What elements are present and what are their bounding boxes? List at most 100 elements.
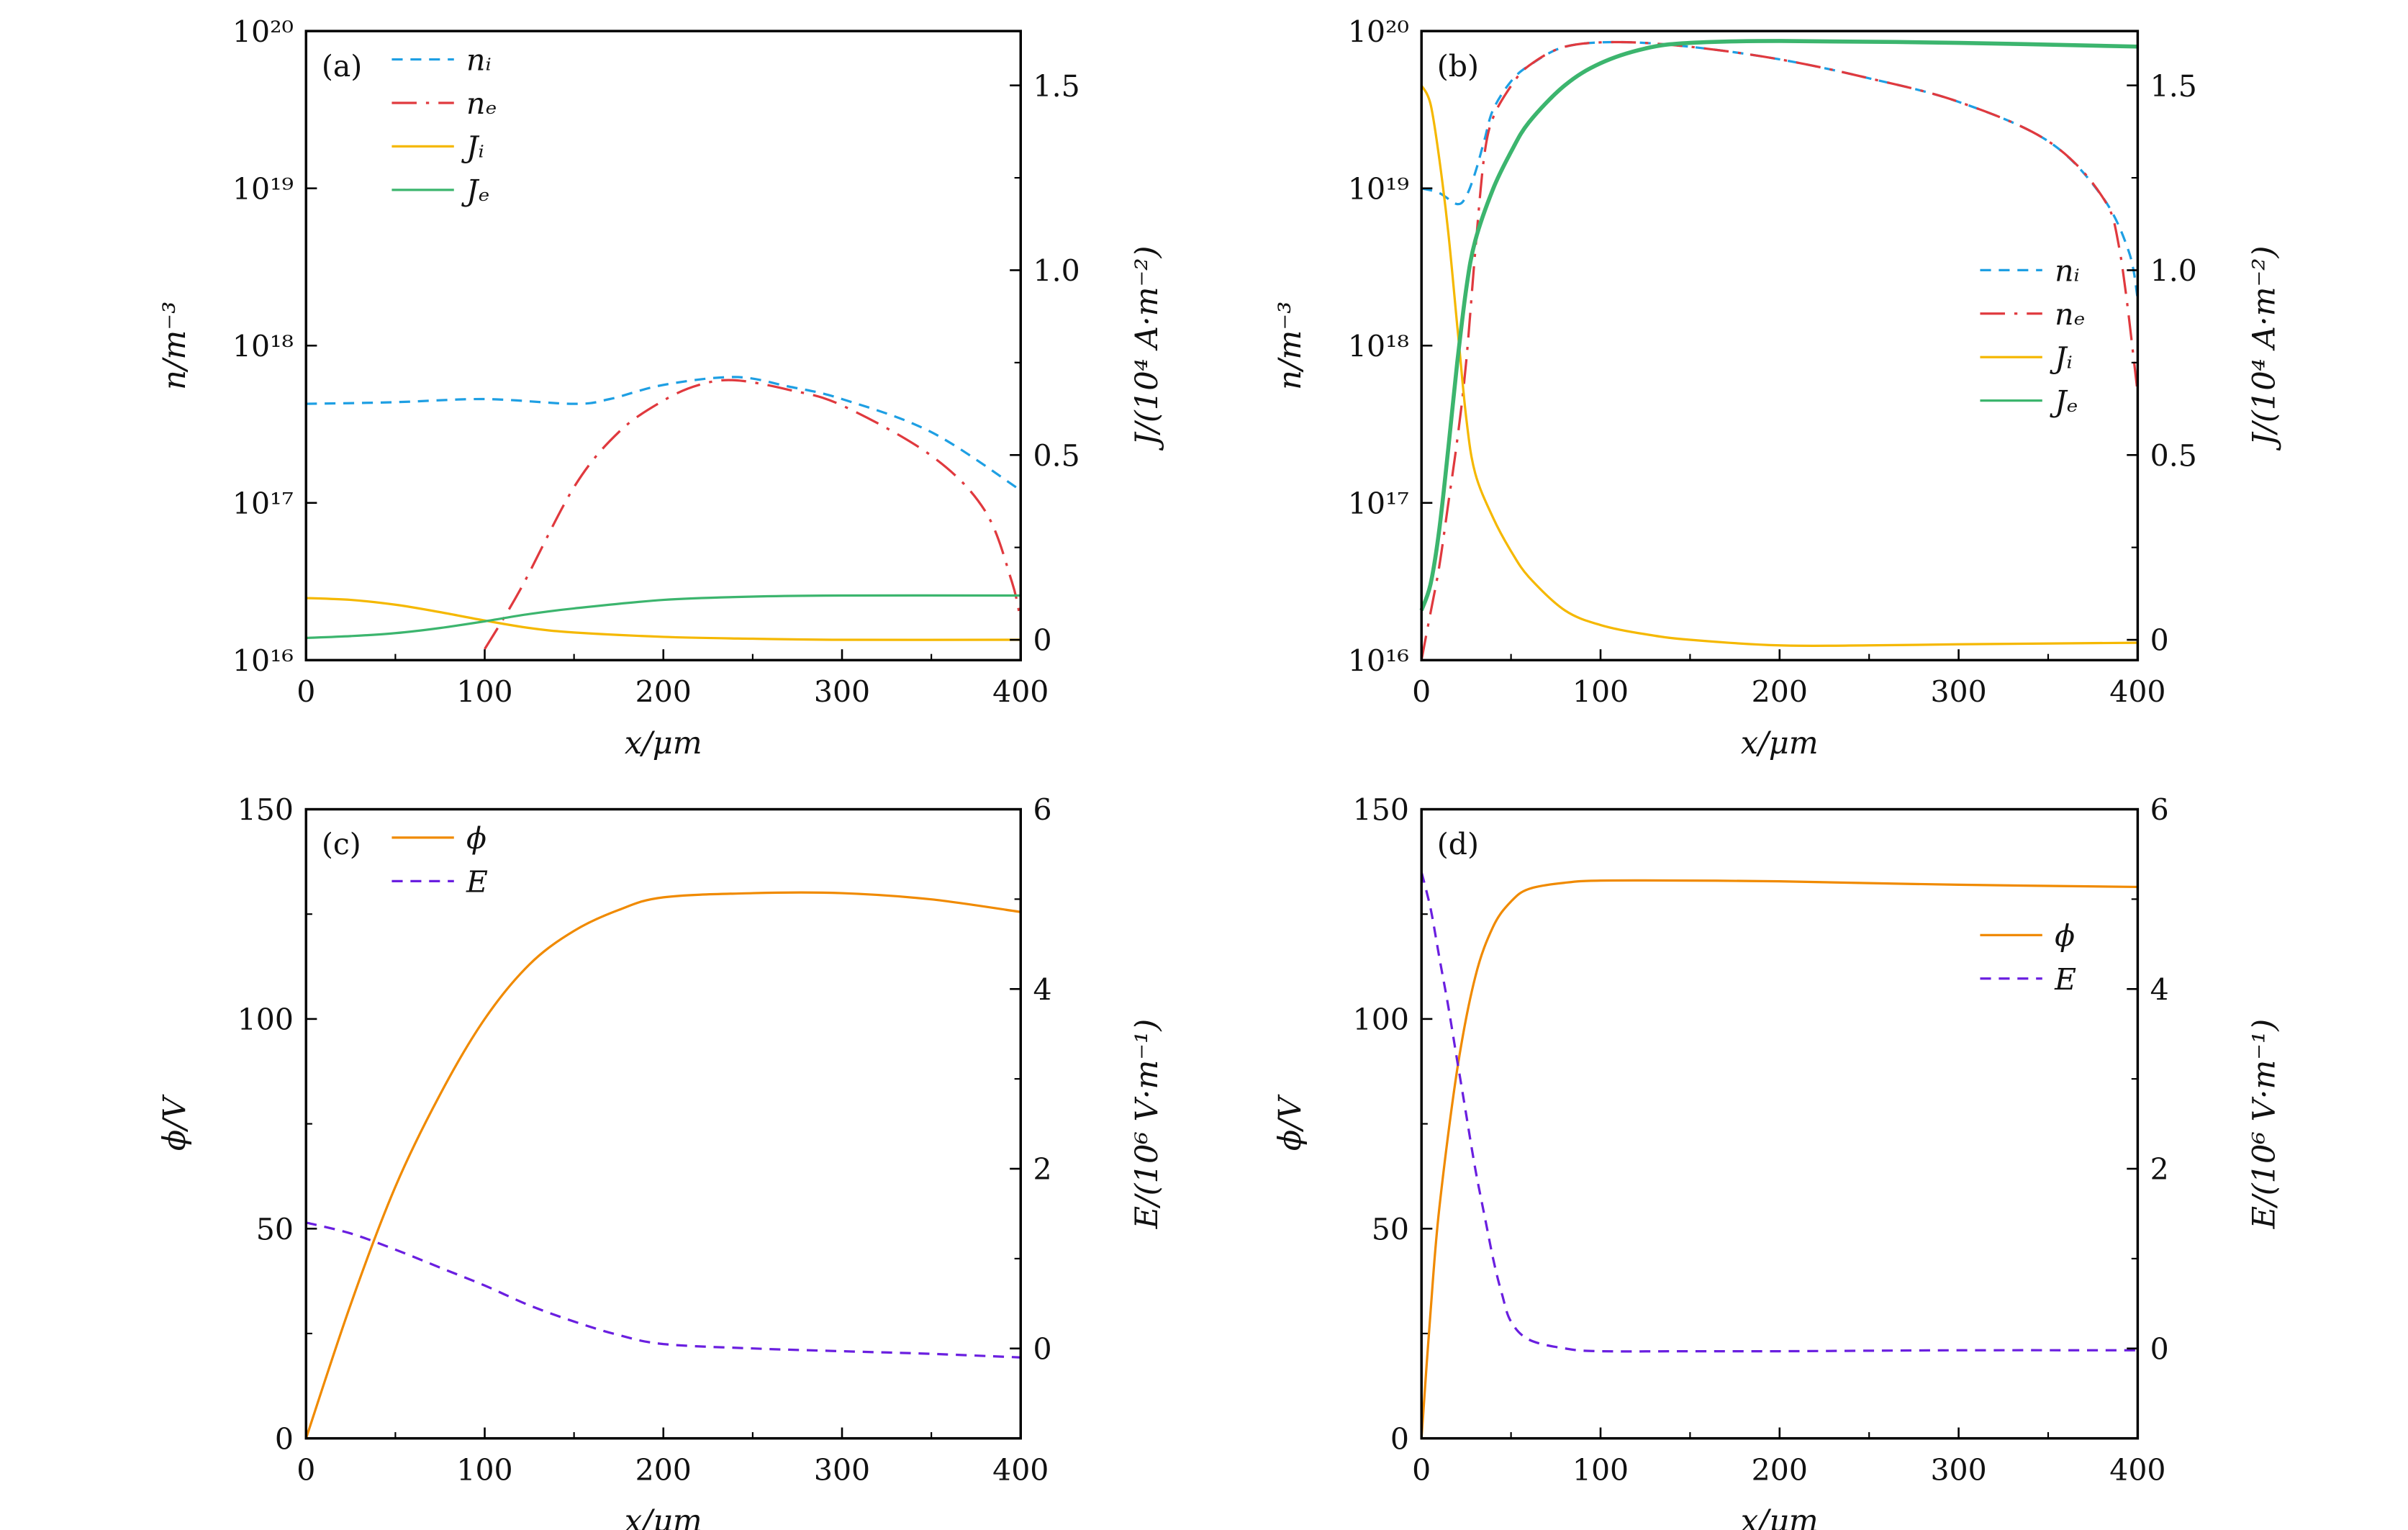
x-tick-label: 400: [2109, 1453, 2165, 1488]
y-tick-label: 10¹⁸: [1348, 329, 1409, 363]
y-tick-label: 10¹⁷: [1348, 486, 1409, 521]
y-tick-label: 100: [1353, 1002, 1409, 1037]
y-tick-label: 150: [237, 793, 294, 828]
legend-label: Jₑ: [461, 173, 489, 208]
legend: ϕE: [1980, 918, 2076, 997]
legend-label: Jᵢ: [461, 130, 484, 165]
y-tick-label: 50: [256, 1212, 294, 1246]
x-tick-label: 100: [456, 675, 512, 710]
y2-tick-label: 0: [1033, 623, 1052, 658]
y2-tick-label: 4: [2150, 972, 2169, 1007]
panel-label: (a): [322, 49, 362, 83]
x-axis-label: x/μm: [1741, 725, 1819, 761]
x-tick-label: 0: [297, 1453, 315, 1488]
y-tick-label: 10¹⁷: [232, 486, 294, 521]
legend-label: nᵢ: [2055, 253, 2080, 288]
x-axis-label: x/μm: [1741, 1503, 1819, 1530]
series-line-1: [1420, 872, 2138, 1353]
y2-axis-label: J/(10⁴ A·m⁻²): [2246, 246, 2282, 451]
series-line-0: [306, 376, 1022, 492]
x-tick-label: 200: [1752, 675, 1808, 710]
panel-d: 0 100 200 300 400 0 50 100 150 0 2 4 6 x/μm ϕ/V E/(10⁶ …: [1272, 793, 2283, 1530]
y2-tick-label: 2: [1033, 1152, 1052, 1187]
y2-tick-label: 1.0: [2150, 254, 2197, 289]
y2-tick-label: 1.5: [2150, 69, 2197, 104]
y-tick-label: 10¹⁹: [232, 172, 294, 207]
panel-label: (c): [322, 827, 361, 861]
series-line-3: [306, 594, 1021, 640]
legend-label: ϕ: [2055, 918, 2075, 953]
x-tick-label: 200: [635, 675, 692, 710]
x-tick-label: 100: [1572, 675, 1629, 710]
y2-tick-label: 6: [2150, 793, 2169, 828]
panel-a: 0 100 200 300 400 10¹⁶ 10¹⁷ 10¹⁸ 10¹⁹ 10²⁰ 0 0.5 1.0…: [157, 14, 1165, 761]
y2-axis-label: E/(10⁶ V·m⁻¹): [1129, 1019, 1165, 1230]
legend: nᵢ nₑ Jᵢ Jₑ: [391, 43, 497, 208]
x-axis-label: x/μm: [625, 725, 702, 761]
x-tick-label: 0: [1412, 675, 1431, 710]
y-tick-label: 10¹⁹: [1348, 172, 1409, 207]
series-line-1: [1420, 40, 2139, 661]
plot-frame: [1420, 807, 2140, 1440]
x-tick-label: 400: [2109, 675, 2165, 710]
y-tick-label: 10¹⁸: [232, 329, 294, 363]
series-line-0: [304, 891, 1021, 1439]
y2-axis-label: E/(10⁶ V·m⁻¹): [2246, 1019, 2282, 1230]
series-line-0: [1420, 879, 2138, 1439]
legend-label: E: [466, 864, 488, 899]
y2-tick-label: 4: [1033, 972, 1052, 1007]
series-line-2: [1420, 84, 2138, 648]
y2-tick-label: 1.0: [1033, 254, 1080, 289]
legend-label: nₑ: [2055, 297, 2085, 332]
x-tick-label: 300: [1930, 675, 1986, 710]
y2-tick-label: 0: [2150, 1332, 2169, 1367]
y2-tick-label: 6: [1033, 793, 1052, 828]
y2-tick-label: 0: [1033, 1332, 1052, 1367]
y2-axis-label: J/(10⁴ A·m⁻²): [1129, 246, 1165, 451]
series-line-2: [306, 597, 1021, 641]
legend-label: nₑ: [466, 86, 497, 121]
x-tick-label: 400: [992, 675, 1049, 710]
x-axis-label: x/μm: [625, 1503, 702, 1530]
x-tick-label: 200: [1752, 1453, 1808, 1488]
y-tick-label: 10²⁰: [1348, 14, 1409, 49]
y-tick-label: 10¹⁶: [1348, 643, 1409, 678]
plot-frame: [304, 30, 1022, 662]
x-tick-label: 400: [992, 1453, 1049, 1488]
series-line-1: [305, 1221, 1021, 1359]
series-line-3: [1419, 39, 2138, 612]
y-tick-label: 0: [1390, 1422, 1409, 1457]
legend: nᵢ nₑ Jᵢ Jₑ: [1980, 253, 2085, 419]
y-tick-label: 10²⁰: [232, 14, 294, 49]
x-tick-label: 200: [635, 1453, 692, 1488]
x-tick-label: 100: [456, 1453, 512, 1488]
legend-label: Jₑ: [2050, 384, 2078, 419]
legend: ϕE: [391, 821, 488, 899]
y-tick-label: 100: [237, 1002, 294, 1037]
legend-label: ϕ: [466, 821, 486, 856]
y2-tick-label: 0.5: [2150, 438, 2197, 473]
panel-label: (b): [1437, 49, 1479, 83]
y2-tick-label: 0.5: [1033, 438, 1080, 473]
legend-label: Jᵢ: [2050, 340, 2073, 375]
series-line-1: [484, 379, 1022, 650]
x-tick-label: 100: [1572, 1453, 1629, 1488]
y-tick-label: 0: [275, 1422, 294, 1457]
legend-label: E: [2054, 962, 2076, 997]
series-line-0: [1421, 40, 2139, 299]
y-axis-label: n/m⁻³: [1272, 302, 1308, 390]
panel-b: 0 100 200 300 400 10¹⁶ 10¹⁷ 10¹⁸ 10¹⁹ 10²⁰ 0 0.5 1.0…: [1272, 14, 2283, 761]
y-axis-label: n/m⁻³: [157, 302, 193, 390]
y-tick-label: 150: [1353, 793, 1409, 828]
x-tick-label: 300: [1930, 1453, 1986, 1488]
panel-c: 0 100 200 300 400 0 50 100 150 0 2 4 6 x/μm ϕ/V E/(10⁶ …: [157, 793, 1165, 1530]
y2-tick-label: 2: [2150, 1152, 2169, 1187]
panel-label: (d): [1437, 827, 1479, 861]
y-axis-label: ϕ/V: [1272, 1094, 1308, 1151]
x-tick-label: 0: [1412, 1453, 1431, 1488]
x-tick-label: 300: [814, 1453, 870, 1488]
y2-tick-label: 0: [2150, 623, 2169, 658]
legend-label: nᵢ: [466, 43, 492, 78]
y-tick-label: 50: [1372, 1212, 1409, 1246]
